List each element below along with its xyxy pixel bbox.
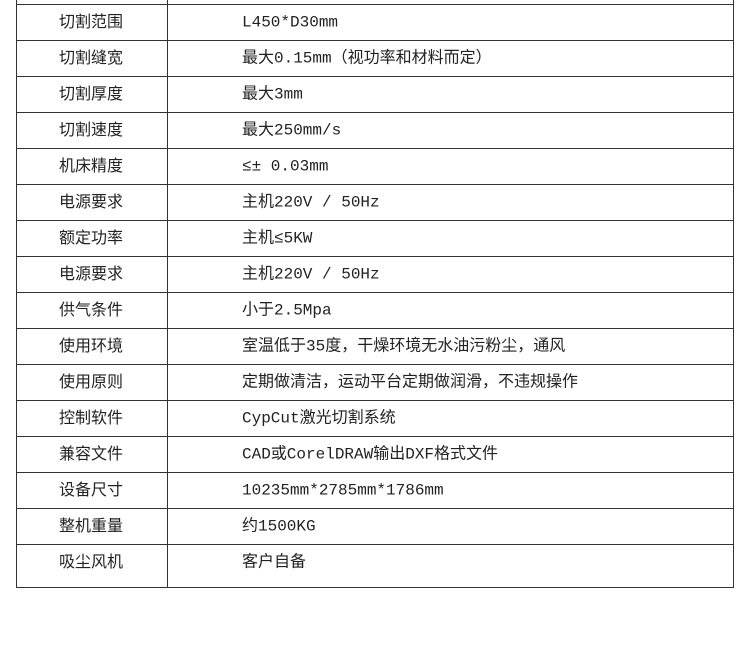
row-label: 使用环境	[59, 336, 123, 355]
row-label: 机床精度	[59, 156, 123, 175]
row-value: 约1500KG	[242, 517, 316, 536]
row-label: 切割速度	[59, 120, 123, 139]
row-label: 吸尘风机	[59, 552, 123, 571]
row-value: CypCut激光切割系统	[242, 409, 396, 428]
row-label: 兼容文件	[59, 444, 123, 463]
row-value: 最大250mm/s	[242, 121, 341, 140]
row-label: 使用原则	[59, 372, 123, 391]
row-value: 主机220V / 50Hz	[242, 193, 380, 212]
row-label: 额定功率	[59, 228, 123, 247]
row-value: L450*D30mm	[242, 14, 338, 32]
row-label: 设备尺寸	[59, 480, 123, 499]
row-value: 室温低于35度，干燥环境无水油污粉尘，通风	[242, 336, 565, 356]
row-value: 主机220V / 50Hz	[242, 265, 380, 284]
row-label: 供气条件	[59, 300, 123, 319]
row-label: 控制软件	[59, 408, 123, 427]
row-value: ≤± 0.03mm	[242, 158, 328, 176]
row-label: 切割范围	[59, 12, 123, 31]
row-value: 10235mm*2785mm*1786mm	[242, 482, 444, 500]
row-label: 整机重量	[59, 516, 123, 535]
row-value: 主机≤5KW	[242, 229, 313, 248]
row-value: 最大3mm	[242, 85, 303, 104]
row-label: 切割厚度	[59, 84, 123, 103]
row-value: 小于2.5Mpa	[242, 301, 332, 320]
row-value: CAD或CorelDRAW输出DXF格式文件	[242, 445, 498, 464]
row-label: 电源要求	[59, 264, 123, 283]
row-value: 定期做清洁，运动平台定期做润滑，不违规操作	[242, 373, 578, 392]
row-value: 客户自备	[242, 553, 306, 572]
row-label: 电源要求	[59, 192, 123, 211]
row-label: 切割缝宽	[59, 48, 123, 67]
row-value: 最大0.15mm（视功率和材料而定）	[242, 49, 492, 68]
